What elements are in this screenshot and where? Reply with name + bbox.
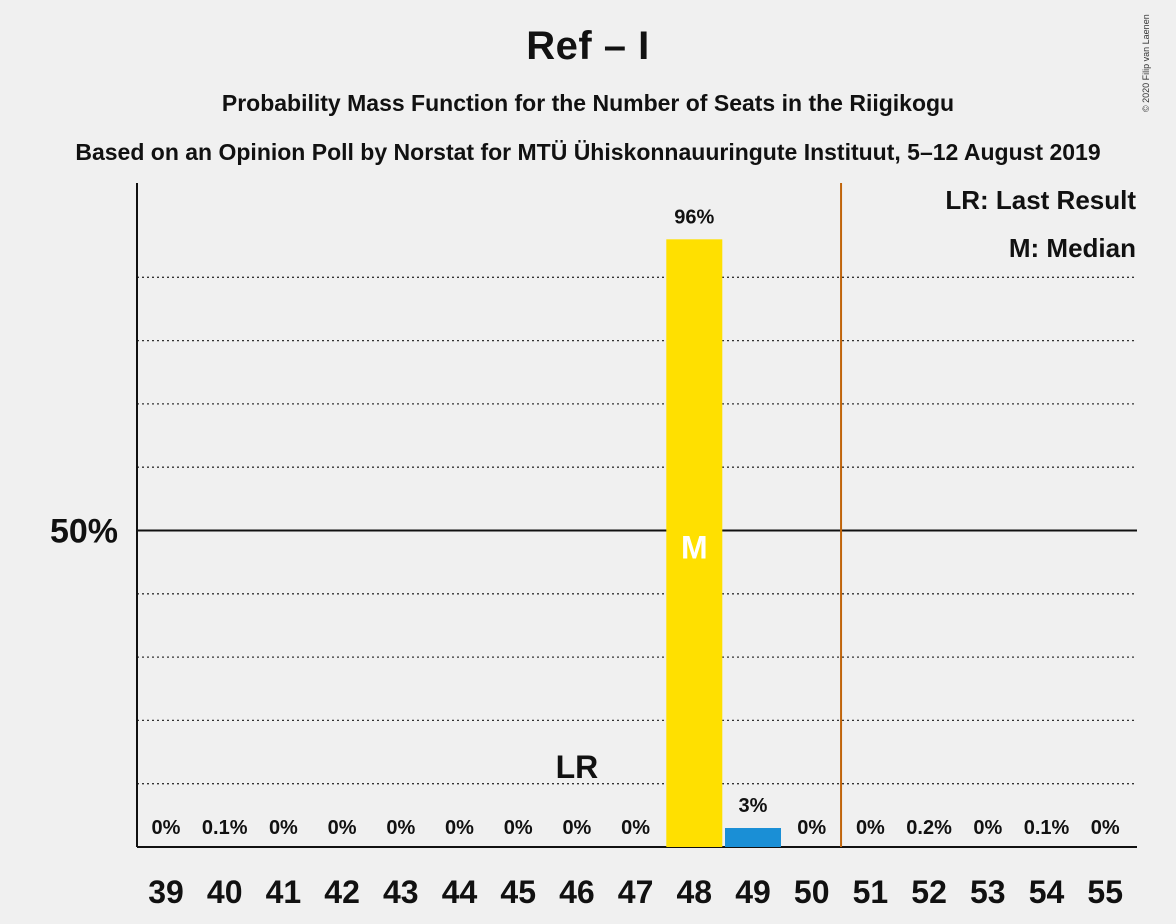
data-label: 0.2% [906,817,952,839]
x-tick-label: 41 [266,874,302,910]
x-tick-label: 45 [500,874,536,910]
x-tick-label: 52 [911,874,947,910]
data-label: 0% [152,817,181,839]
x-tick-label: 40 [207,874,243,910]
data-label: 0% [562,817,591,839]
data-label: 96% [674,206,714,228]
data-label: 0% [445,817,474,839]
bar-seat-48 [666,239,723,847]
data-label: 0% [1091,817,1120,839]
data-label: 0% [856,817,885,839]
legend-last-result: LR: Last Result [945,185,1136,215]
data-label: 0% [504,817,533,839]
x-tick-label: 43 [383,874,419,910]
data-label: 3% [739,795,768,817]
x-tick-label: 39 [148,874,184,910]
data-label: 0.1% [1024,817,1070,839]
x-tick-label: 48 [677,874,713,910]
chart-source-subtitle: Based on an Opinion Poll by Norstat for … [75,139,1101,165]
chart-subtitle: Probability Mass Function for the Number… [221,90,955,116]
data-label: 0% [269,817,298,839]
x-tick-label: 51 [853,874,889,910]
x-tick-label: 44 [442,874,478,910]
x-tick-label: 50 [794,874,830,910]
x-tick-label: 55 [1087,874,1123,910]
x-tick-label: 54 [1029,874,1065,910]
chart-title: Ref – I [526,24,650,68]
x-tick-label: 49 [735,874,771,910]
x-tick-label: 53 [970,874,1006,910]
bar-seat-49 [725,828,781,847]
x-tick-label: 42 [324,874,360,910]
data-label: 0% [973,817,1002,839]
x-tick-label: 47 [618,874,654,910]
legend-median: M: Median [1009,233,1136,263]
data-label: 0.1% [202,817,248,839]
y-tick-label: 50% [50,513,118,551]
data-label: 0% [328,817,357,839]
median-marker: M [681,530,708,566]
data-label: 0% [621,817,650,839]
last-result-marker: LR [556,749,599,785]
x-tick-label: 46 [559,874,595,910]
data-label: 0% [386,817,415,839]
data-label: 0% [797,817,826,839]
